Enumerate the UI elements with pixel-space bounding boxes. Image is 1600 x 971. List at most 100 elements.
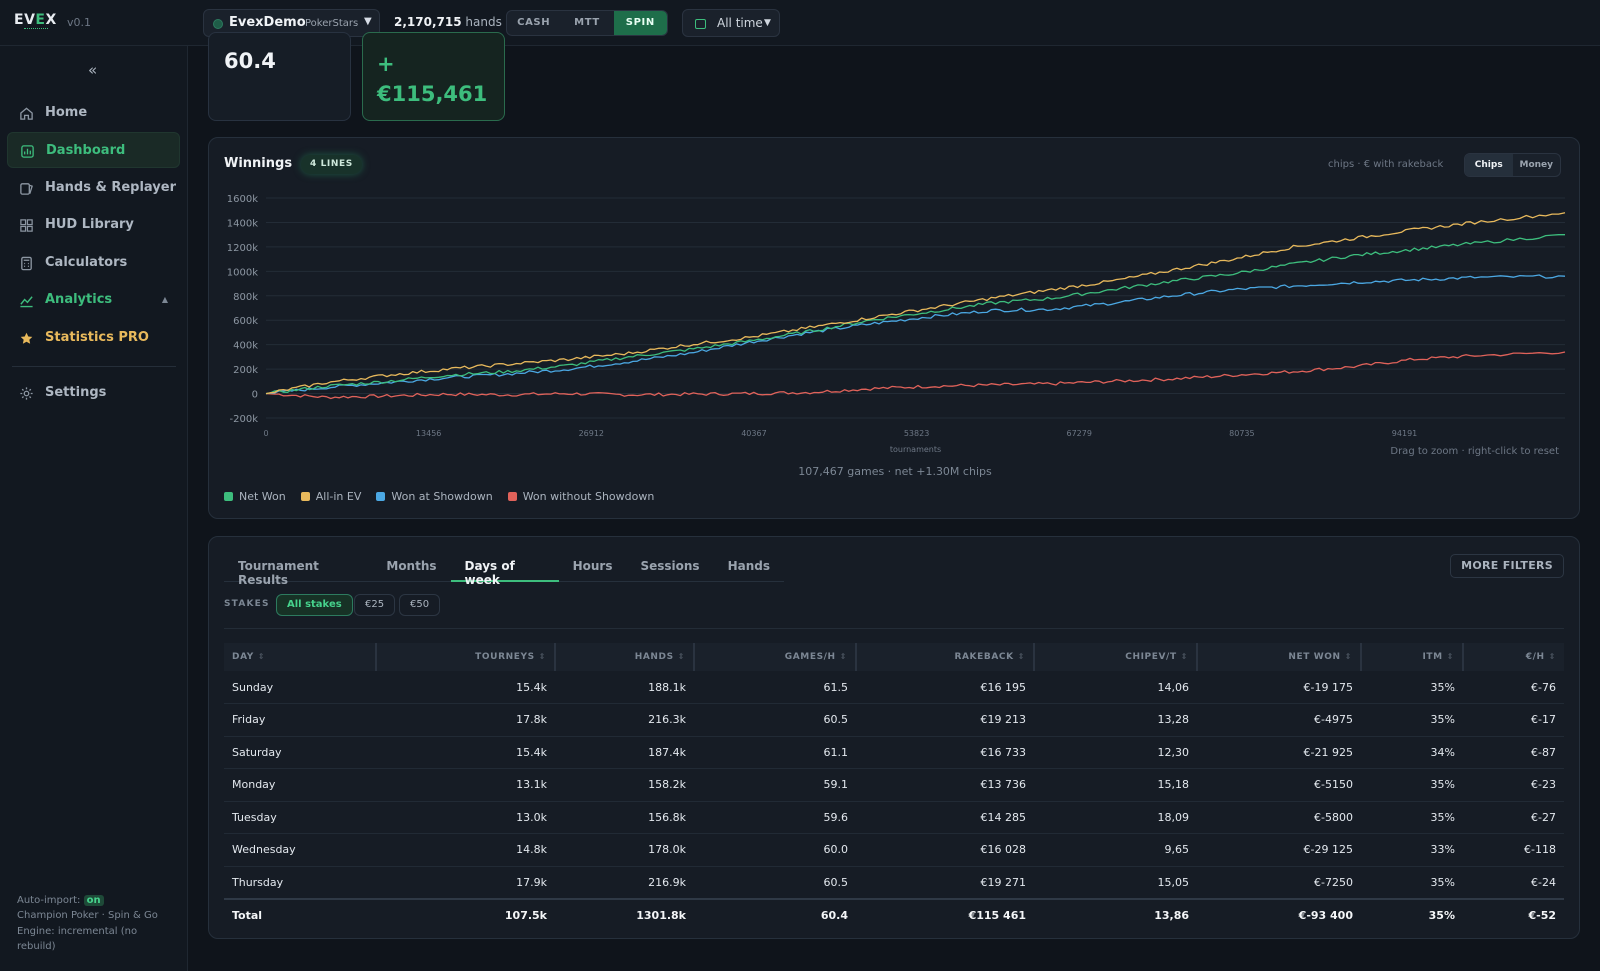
table-cell: 13.0k bbox=[376, 801, 555, 834]
table-cell: 188.1k bbox=[555, 671, 694, 704]
legend-item-won-at-showdown[interactable]: Won at Showdown bbox=[376, 490, 493, 503]
sidebar-item-settings[interactable]: Settings bbox=[7, 375, 180, 411]
x-tick-label: 94191 bbox=[1392, 429, 1417, 438]
table-cell: €-27 bbox=[1463, 801, 1564, 834]
table-cell: 35% bbox=[1361, 866, 1463, 899]
column-header-net-won[interactable]: NET WON ⇕ bbox=[1197, 643, 1362, 671]
column-header-games-h[interactable]: GAMES/H ⇕ bbox=[694, 643, 857, 671]
sort-icon: ⇕ bbox=[839, 652, 847, 661]
column-header-day[interactable]: DAY ⇕ bbox=[224, 643, 377, 671]
sidebar: « Home Dashboard Hands & Replayer HUD Li… bbox=[0, 46, 188, 971]
winnings-chart[interactable]: -200k 0 200k 400k 600k 800k 1000k 1200k 1400k 160… bbox=[209, 186, 1581, 456]
sidebar-divider bbox=[12, 366, 176, 367]
tab-tournament-results[interactable]: Tournament Results bbox=[238, 559, 319, 587]
table-cell: 13.1k bbox=[376, 768, 555, 802]
sidebar-item-home[interactable]: Home bbox=[7, 95, 180, 131]
caret-down-icon: ▼ bbox=[764, 18, 771, 28]
table-row[interactable]: Monday 13.1k 158.2k 59.1 €13 736 15,18 €-5150 3… bbox=[224, 768, 1564, 802]
stakes-label: STAKES bbox=[224, 599, 270, 609]
column-header-tourneys[interactable]: TOURNEYS ⇕ bbox=[376, 643, 556, 671]
app-logo[interactable]: EVEX bbox=[14, 12, 57, 28]
column-header--h[interactable]: €/H ⇕ bbox=[1463, 643, 1564, 671]
sidebar-item-label: Settings bbox=[45, 385, 107, 400]
tab-days-of-week[interactable]: Days of week bbox=[450, 551, 559, 587]
stake-all-button[interactable]: All stakes bbox=[276, 594, 353, 616]
table-row[interactable]: Sunday 15.4k 188.1k 61.5 €16 195 14,06 €-19 17… bbox=[224, 671, 1564, 704]
sidebar-item-hud-library[interactable]: HUD Library bbox=[7, 207, 180, 243]
mode-cash-button[interactable]: CASH bbox=[517, 17, 551, 28]
mode-spin-button[interactable]: SPIN bbox=[613, 11, 667, 35]
table-row[interactable]: Tuesday 13.0k 156.8k 59.6 €14 285 18,09 €-5800… bbox=[224, 801, 1564, 834]
tab-hours[interactable]: Hours bbox=[572, 559, 613, 573]
column-header-chipev-t[interactable]: CHIPEV/T ⇕ bbox=[1034, 643, 1198, 671]
table-cell: 216.9k bbox=[555, 866, 694, 899]
account-site: PokerStars bbox=[305, 18, 359, 29]
table-cell: 35% bbox=[1361, 768, 1463, 802]
y-tick-label: -200k bbox=[230, 414, 259, 425]
table-cell: 35% bbox=[1361, 671, 1463, 704]
table-cell: 187.4k bbox=[555, 736, 694, 769]
sort-icon: ⇕ bbox=[257, 652, 266, 661]
collapse-sidebar-button[interactable]: « bbox=[88, 61, 98, 79]
more-filters-button[interactable]: MORE FILTERS bbox=[1450, 554, 1564, 578]
table-cell: 35% bbox=[1361, 703, 1463, 737]
kpi-card-net-result: + €115,461 bbox=[362, 32, 505, 121]
table-row[interactable]: Friday 17.8k 216.3k 60.5 €19 213 13,28 €-4975 3… bbox=[224, 703, 1564, 737]
table-total-row[interactable]: Total 107.5k 1301.8k 60.4 €115 461 13,86 €-93 … bbox=[224, 897, 1564, 931]
table-cell: 178.0k bbox=[555, 833, 694, 867]
stake-50-button[interactable]: €50 bbox=[399, 594, 441, 616]
table-cell: €-17 bbox=[1463, 703, 1564, 737]
table-cell: 35% bbox=[1361, 801, 1463, 834]
auto-import-badge[interactable]: on bbox=[83, 895, 104, 906]
tab-hands[interactable]: Hands bbox=[727, 559, 770, 573]
table-header-row: DAY ⇕ TOURNEYS ⇕ HANDS ⇕ GAMES/H ⇕ RAKEBACK ⇕ CHIP… bbox=[224, 643, 1564, 671]
table-cell: Total bbox=[224, 897, 376, 931]
table-cell: 17.9k bbox=[376, 866, 555, 899]
y-tick-label: 1400k bbox=[227, 218, 258, 229]
zoom-hint: Drag to zoom · right-click to reset bbox=[1390, 446, 1559, 457]
table-cell: 35% bbox=[1361, 897, 1463, 931]
table-cell: 17.8k bbox=[376, 703, 555, 737]
mode-mtt-button[interactable]: MTT bbox=[574, 17, 600, 28]
legend-item-net-won[interactable]: Net Won bbox=[224, 490, 286, 503]
table-cell: 14.8k bbox=[376, 833, 555, 867]
table-row[interactable]: Wednesday 14.8k 178.0k 60.0 €16 028 9,65 €-29 … bbox=[224, 833, 1564, 867]
table-cell: 61.1 bbox=[694, 736, 856, 769]
stake-25-button[interactable]: €25 bbox=[354, 594, 396, 616]
chart-legend: Net Won All-in EV Won at Showdown Won wi… bbox=[224, 490, 654, 503]
y-tick-label: 0 bbox=[252, 390, 258, 401]
legend-item-won-without-showdown[interactable]: Won without Showdown bbox=[507, 490, 654, 503]
toggle-chips-button[interactable]: Chips bbox=[1465, 154, 1513, 176]
hands-count: 2,170,715 hands bbox=[394, 15, 502, 29]
unit-toggle: Chips Money bbox=[1464, 153, 1561, 177]
column-header-itm[interactable]: ITM ⇕ bbox=[1361, 643, 1464, 671]
table-cell: €-21 925 bbox=[1197, 736, 1361, 769]
table-cell: €16 195 bbox=[856, 671, 1034, 704]
sidebar-item-statistics-pro[interactable]: Statistics PRO bbox=[7, 320, 180, 356]
table-cell: €19 213 bbox=[856, 703, 1034, 737]
sidebar-item-hands-replayer[interactable]: Hands & Replayer bbox=[7, 170, 180, 206]
sidebar-item-dashboard[interactable]: Dashboard bbox=[7, 132, 180, 168]
table-cell: €13 736 bbox=[856, 768, 1034, 802]
column-header-rakeback[interactable]: RAKEBACK ⇕ bbox=[856, 643, 1035, 671]
table-row[interactable]: Saturday 15.4k 187.4k 61.1 €16 733 12,30 €-21 … bbox=[224, 736, 1564, 769]
tab-months[interactable]: Months bbox=[386, 559, 437, 573]
sidebar-item-analytics[interactable]: Analytics ▲ bbox=[7, 282, 180, 318]
toggle-money-button[interactable]: Money bbox=[1519, 160, 1554, 170]
table-cell: €-5150 bbox=[1197, 768, 1361, 802]
tab-sessions[interactable]: Sessions bbox=[640, 559, 700, 573]
calendar-icon bbox=[695, 19, 706, 29]
table-cell: Saturday bbox=[224, 736, 376, 769]
legend-item-all-in-ev[interactable]: All-in EV bbox=[300, 490, 361, 503]
kpi-value: 60.4 bbox=[224, 49, 276, 73]
sidebar-item-label: Home bbox=[45, 105, 88, 120]
table-cell: €-76 bbox=[1463, 671, 1564, 704]
chart-title: Winnings bbox=[224, 156, 293, 171]
table-cell: 156.8k bbox=[555, 801, 694, 834]
table-row[interactable]: Thursday 17.9k 216.9k 60.5 €19 271 15,05 €-725… bbox=[224, 866, 1564, 899]
table-cell: €-118 bbox=[1463, 833, 1564, 867]
date-filter[interactable]: All time ▼ bbox=[682, 9, 780, 37]
table-cell: €-52 bbox=[1463, 897, 1564, 931]
column-header-hands[interactable]: HANDS ⇕ bbox=[555, 643, 695, 671]
sidebar-item-calculators[interactable]: Calculators bbox=[7, 245, 180, 281]
